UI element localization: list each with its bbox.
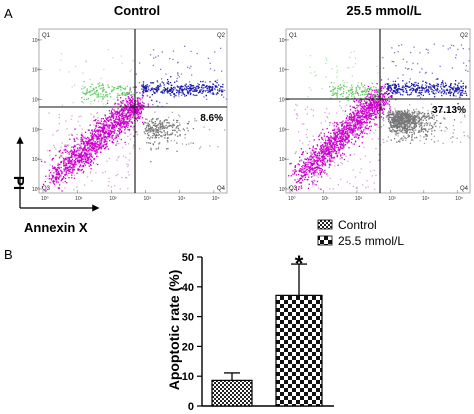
y-tick-label: 10³ bbox=[279, 98, 287, 104]
legend: Control 25.5 mmol/L bbox=[317, 218, 404, 248]
x-tick-label: 10⁰ bbox=[288, 196, 296, 202]
y-tick-label: 10³ bbox=[32, 98, 40, 104]
bar-control bbox=[211, 379, 253, 407]
apoptotic-percent-label-treated: 37.13% bbox=[432, 105, 466, 116]
quadrant-label-2: Q2 bbox=[460, 33, 469, 39]
x-tick-label: 10⁰ bbox=[41, 196, 49, 202]
apoptotic-percent-label-control: 8.6% bbox=[200, 113, 223, 124]
annexin-axis-label: Annexin X bbox=[24, 220, 88, 235]
x-tick-label: 10² bbox=[109, 196, 117, 202]
y-tick-label: 10⁰ bbox=[279, 187, 287, 193]
quadrant-label-4: Q4 bbox=[217, 186, 226, 192]
bar-chart: 0 10 20 30 40 50 * bbox=[182, 251, 334, 413]
x-tick-label: 10⁵ bbox=[212, 196, 220, 202]
pi-axis-label: PI bbox=[10, 176, 27, 190]
y-tick-label: 10¹ bbox=[32, 157, 40, 163]
y-tick-label: 10⁴ bbox=[279, 68, 287, 74]
y-tick-label: 10² bbox=[279, 127, 287, 133]
quadrant-label-2: Q2 bbox=[217, 33, 226, 39]
quadrant-label-1: Q1 bbox=[42, 33, 51, 39]
x-tick-label: 10² bbox=[355, 196, 363, 202]
legend-label-treated: 25.5 mmol/L bbox=[338, 234, 404, 248]
x-tick-label: 10³ bbox=[388, 196, 396, 202]
y-tick-label: 0 bbox=[188, 401, 194, 413]
quadrant-label-1: Q1 bbox=[289, 33, 298, 39]
significance-star: * bbox=[295, 251, 304, 276]
y-tick-label: 30 bbox=[182, 312, 194, 324]
legend-swatch-control bbox=[317, 219, 333, 230]
x-tick-label: 10⁴ bbox=[422, 196, 430, 202]
legend-label-control: Control bbox=[338, 218, 377, 232]
bar-y-axis-label: Apoptotic rate (%) bbox=[166, 270, 182, 391]
quadrant-label-3: Q3 bbox=[289, 186, 298, 192]
bar-treated bbox=[275, 294, 323, 407]
legend-swatch-treated bbox=[317, 235, 333, 246]
y-tick-label: 10⁵ bbox=[279, 38, 287, 44]
y-tick-label: 10 bbox=[182, 371, 194, 383]
panel-a-letter: A bbox=[4, 6, 13, 21]
y-tick-label: 10⁵ bbox=[32, 38, 40, 44]
panel-b-letter: B bbox=[4, 247, 13, 262]
plot-title-control: Control bbox=[114, 3, 160, 18]
x-tick-label: 10¹ bbox=[75, 196, 83, 202]
x-tick-label: 10³ bbox=[144, 196, 152, 202]
quadrant-label-3: Q3 bbox=[42, 186, 51, 192]
quadrant-label-4: Q4 bbox=[460, 186, 469, 192]
plot-title-treated: 25.5 mmol/L bbox=[346, 3, 421, 18]
y-tick-label: 10² bbox=[32, 127, 40, 133]
y-tick-label: 20 bbox=[182, 341, 194, 353]
y-tick-label: 40 bbox=[182, 282, 194, 294]
axis-arrows bbox=[16, 136, 100, 212]
x-tick-label: 10⁵ bbox=[455, 196, 463, 202]
y-tick-label: 10⁴ bbox=[32, 68, 40, 74]
x-tick-label: 10⁴ bbox=[178, 196, 186, 202]
y-tick-label: 10¹ bbox=[279, 157, 287, 163]
y-tick-label: 50 bbox=[182, 252, 194, 264]
x-tick-label: 10¹ bbox=[321, 196, 329, 202]
y-tick-label: 10⁰ bbox=[32, 187, 40, 193]
